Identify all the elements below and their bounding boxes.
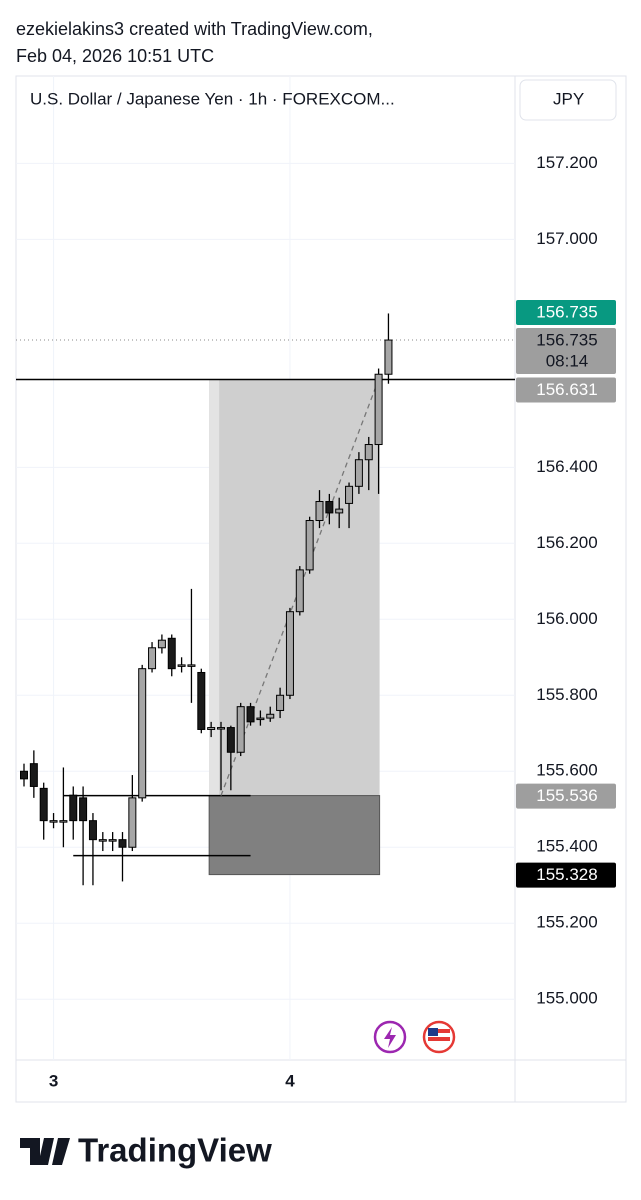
logo-mark bbox=[20, 1138, 70, 1165]
price-label-box bbox=[516, 328, 616, 375]
candle-body bbox=[325, 501, 334, 514]
y-tick-label: 157.200 bbox=[536, 153, 597, 172]
header-line: ezekielakins3 created with TradingView.c… bbox=[16, 19, 373, 39]
flag-canton bbox=[428, 1028, 438, 1036]
trend-line bbox=[220, 379, 380, 796]
candle-body bbox=[217, 727, 225, 730]
price-label-box bbox=[516, 377, 616, 403]
lightning-glyph bbox=[384, 1027, 396, 1048]
y-tick-label: 155.800 bbox=[536, 685, 597, 704]
candle-body bbox=[148, 647, 157, 670]
currency-button[interactable] bbox=[519, 79, 617, 121]
y-tick-label: 155.400 bbox=[536, 837, 597, 856]
candle-body bbox=[88, 820, 97, 841]
candle-body bbox=[167, 637, 176, 670]
chart-title: U.S. Dollar / Japanese Yen · 1h · FOREXC… bbox=[30, 89, 395, 108]
candle-body bbox=[79, 797, 88, 822]
price-label-box bbox=[516, 300, 616, 326]
candle-body bbox=[285, 611, 294, 696]
chart-frame bbox=[15, 75, 627, 1103]
y-tick-label: 155.600 bbox=[536, 761, 597, 780]
price-label: 156.735 bbox=[536, 331, 597, 350]
candle-body bbox=[266, 713, 275, 719]
y-tick-label: 157.000 bbox=[536, 229, 597, 248]
price-labels: 156.735 156.735 08:14 156.631 155.536 155.328 bbox=[516, 300, 616, 888]
candle-body bbox=[226, 727, 235, 753]
candle-body bbox=[384, 339, 393, 375]
logo bbox=[20, 1138, 70, 1165]
x-tick-label: 4 bbox=[285, 1071, 295, 1090]
candle-body bbox=[374, 373, 383, 446]
candle-body bbox=[315, 501, 324, 522]
target-zone-edge bbox=[209, 379, 220, 796]
stop-zone bbox=[208, 795, 381, 876]
position-tool bbox=[16, 339, 515, 876]
y-tick-label: 156.200 bbox=[536, 533, 597, 552]
candle-body bbox=[197, 671, 206, 730]
price-label: 156.631 bbox=[536, 380, 597, 399]
candle-body bbox=[256, 717, 265, 721]
candle-body bbox=[335, 508, 344, 514]
y-tick-label: 156.400 bbox=[536, 457, 597, 476]
candle-body bbox=[138, 668, 147, 799]
candle-body bbox=[98, 839, 107, 842]
flag-stripe bbox=[428, 1037, 450, 1041]
candle-body bbox=[29, 763, 38, 787]
candle-body bbox=[108, 839, 117, 842]
countdown: 08:14 bbox=[546, 352, 589, 371]
y-tick-label: 155.000 bbox=[536, 989, 597, 1008]
currency: JPY bbox=[553, 89, 584, 108]
candle-body bbox=[354, 459, 363, 487]
candle-body bbox=[246, 706, 255, 723]
candle-body bbox=[118, 839, 127, 848]
candle-body bbox=[305, 520, 314, 571]
price-label: 155.328 bbox=[536, 865, 597, 884]
header-line: Feb 04, 2026 10:51 UTC bbox=[16, 46, 214, 66]
candle-body bbox=[59, 820, 68, 823]
brand: TradingView bbox=[78, 1132, 272, 1169]
candle-body bbox=[236, 706, 245, 753]
candle-body bbox=[345, 485, 354, 504]
candle-body bbox=[276, 694, 285, 711]
y-tick-label: 155.200 bbox=[536, 913, 597, 932]
candle-body bbox=[187, 664, 196, 667]
x-tick-label: 3 bbox=[49, 1071, 58, 1090]
candle-body bbox=[207, 727, 216, 730]
y-tick-label: 156.000 bbox=[536, 609, 597, 628]
candle-body bbox=[49, 820, 58, 823]
candle-body bbox=[128, 797, 137, 848]
candle-body bbox=[69, 794, 78, 822]
candle-body bbox=[295, 569, 304, 613]
candle-body bbox=[177, 664, 186, 667]
grid bbox=[16, 76, 515, 1060]
price-label-box bbox=[516, 783, 616, 809]
price-label: 156.735 bbox=[536, 303, 597, 322]
candles bbox=[20, 313, 393, 886]
candle-body bbox=[157, 639, 166, 649]
candle-body bbox=[39, 787, 48, 822]
price-label-box bbox=[516, 862, 616, 888]
price-label: 155.536 bbox=[536, 786, 597, 805]
candle-body bbox=[364, 444, 373, 461]
candle-body bbox=[20, 770, 28, 780]
flag-stripe bbox=[428, 1029, 450, 1033]
